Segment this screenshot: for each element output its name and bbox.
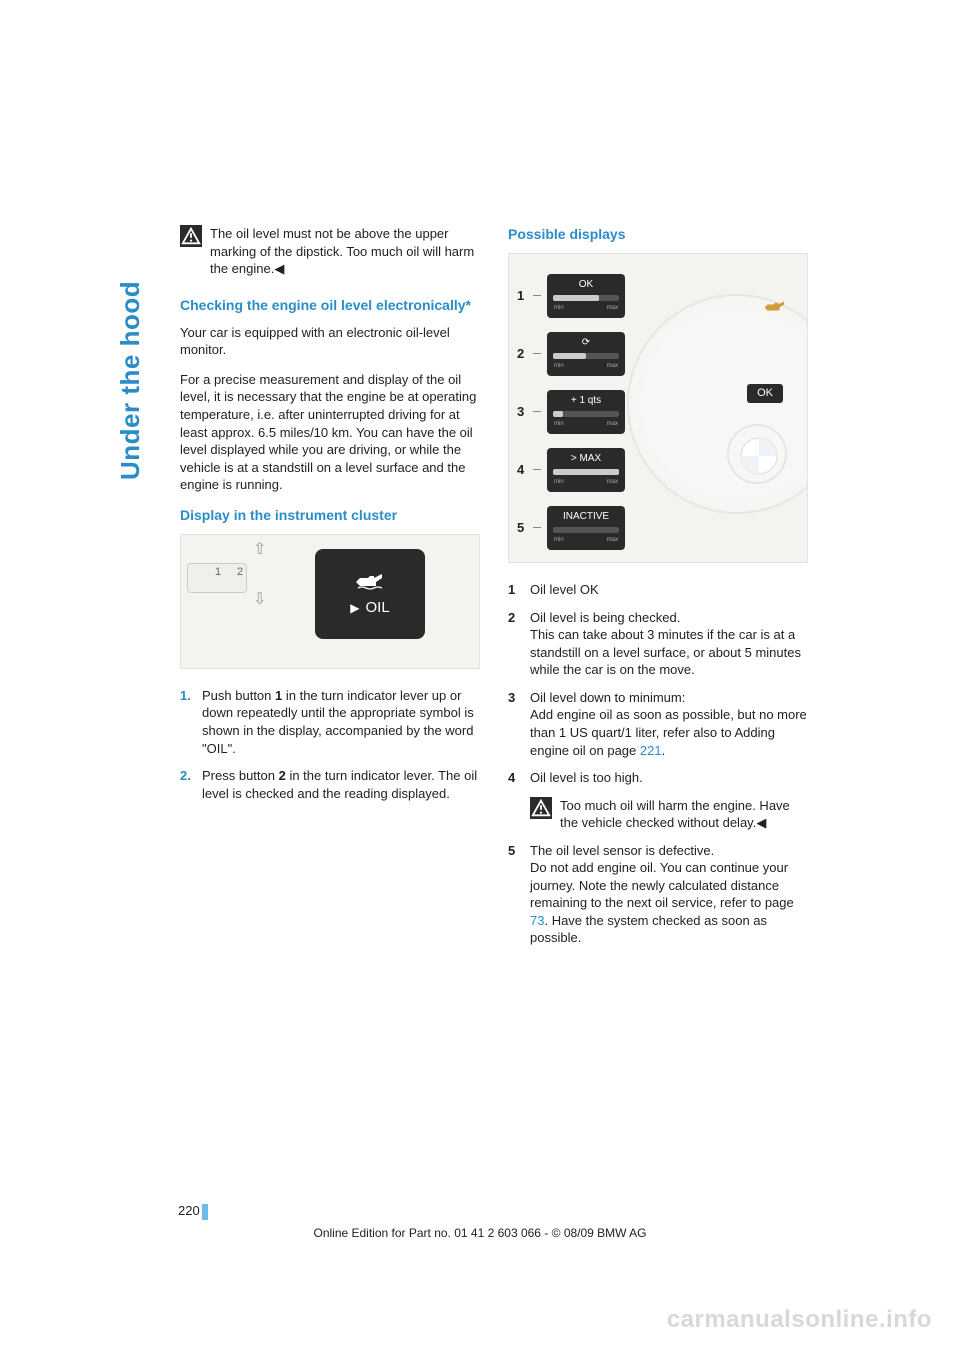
oil-text: OIL xyxy=(366,598,390,618)
display-bar: OK minmax xyxy=(547,274,625,318)
left-column: The oil level must not be above the uppe… xyxy=(180,225,480,957)
display-bar: > MAX minmax xyxy=(547,448,625,492)
warning-icon xyxy=(180,225,202,247)
definition-text: Oil level is being checked. This can tak… xyxy=(530,609,808,679)
page-link[interactable]: 221 xyxy=(640,743,662,758)
section-sidebar-label: Under the hood xyxy=(115,281,146,480)
definition-item: 3 Oil level down to minimum: Add engine … xyxy=(508,689,808,759)
display-bar-label: OK xyxy=(553,278,619,292)
display-variant-row: 4 > MAX minmax xyxy=(517,448,625,492)
leader-line xyxy=(533,469,541,470)
oil-meter xyxy=(553,527,619,533)
display-bar-label: + 1 qts xyxy=(553,394,619,408)
leader-line xyxy=(533,411,541,412)
display-bar: INACTIVE minmax xyxy=(547,506,625,550)
oil-can-icon xyxy=(354,570,386,590)
definition-item: 1 Oil level OK xyxy=(508,581,808,599)
arrow-up-icon: ⇧ xyxy=(253,539,266,561)
figure-label-2: 2 xyxy=(237,565,243,580)
meter-minmax: minmax xyxy=(553,304,619,312)
figure-instrument-cluster: ⇧ 1 2 ⇩ ▶ OIL xyxy=(180,534,480,669)
figure-possible-displays: OK 1 OK minmax 2 ⟳ minmax 3 + 1 qts minmax 4 > MAX… xyxy=(508,253,808,563)
row-number: 4 xyxy=(517,461,527,479)
definition-number: 2 xyxy=(508,609,522,679)
content-columns: The oil level must not be above the uppe… xyxy=(80,225,880,957)
play-icon: ▶ xyxy=(350,600,359,616)
watermark: carmanualsonline.info xyxy=(667,1306,932,1334)
display-bar: + 1 qts minmax xyxy=(547,390,625,434)
leader-line xyxy=(533,527,541,528)
warning-icon xyxy=(530,797,552,819)
row-number: 2 xyxy=(517,345,527,363)
page-number-bar xyxy=(202,1204,208,1220)
oil-meter xyxy=(553,353,619,359)
definition-item: 4 Oil level is too high. xyxy=(508,769,808,787)
bmw-logo xyxy=(727,424,787,484)
display-panel: ▶ OIL xyxy=(315,549,425,639)
heading-possible-displays: Possible displays xyxy=(508,225,808,243)
warning-text-inline: Too much oil will harm the engine. Have … xyxy=(560,797,808,832)
steps-list: 1. Push button 1 in the turn indicator l… xyxy=(180,687,480,802)
page: Under the hood The oil level must not be… xyxy=(0,0,960,1358)
paragraph: Your car is equipped with an electronic … xyxy=(180,324,480,359)
oil-meter xyxy=(553,411,619,417)
oil-meter xyxy=(553,469,619,475)
list-item: 2. Press button 2 in the turn indicator … xyxy=(180,767,480,802)
right-column: Possible displays OK 1 OK minmax 2 ⟳ minmax 3 +… xyxy=(508,225,808,957)
meter-minmax: minmax xyxy=(553,362,619,370)
step-number: 1. xyxy=(180,687,194,757)
list-item: 1. Push button 1 in the turn indicator l… xyxy=(180,687,480,757)
heading-checking-oil: Checking the engine oil level electronic… xyxy=(180,296,480,314)
display-variant-row: 2 ⟳ minmax xyxy=(517,332,625,376)
row-number: 1 xyxy=(517,287,527,305)
oil-meter xyxy=(553,295,619,301)
row-number: 5 xyxy=(517,519,527,537)
paragraph: For a precise measurement and display of… xyxy=(180,371,480,494)
warning-text-top: The oil level must not be above the uppe… xyxy=(210,225,480,278)
definition-item: 2 Oil level is being checked. This can t… xyxy=(508,609,808,679)
leader-line xyxy=(533,295,541,296)
display-bar-label: > MAX xyxy=(553,452,619,466)
step-text: Press button 2 in the turn indicator lev… xyxy=(202,767,480,802)
display-ok-badge: OK xyxy=(747,384,783,403)
warning-block-inline: Too much oil will harm the engine. Have … xyxy=(530,797,808,832)
warning-block-top: The oil level must not be above the uppe… xyxy=(180,225,480,278)
page-number: 220 xyxy=(178,1203,208,1220)
display-bar-label: INACTIVE xyxy=(553,510,619,524)
display-bar: ⟳ minmax xyxy=(547,332,625,376)
definition-text: Oil level is too high. xyxy=(530,769,808,787)
definition-text: Oil level down to minimum: Add engine oi… xyxy=(530,689,808,759)
step-number: 2. xyxy=(180,767,194,802)
definition-number: 1 xyxy=(508,581,522,599)
footer-line: Online Edition for Part no. 01 41 2 603 … xyxy=(0,1226,960,1240)
definition-item: 5 The oil level sensor is defective. Do … xyxy=(508,842,808,947)
figure-label-1: 1 xyxy=(215,565,221,580)
page-link[interactable]: 73 xyxy=(530,913,544,928)
oil-can-icon xyxy=(763,298,787,314)
display-bar-label: ⟳ xyxy=(553,336,619,350)
meter-minmax: minmax xyxy=(553,536,619,544)
meter-minmax: minmax xyxy=(553,478,619,486)
definitions-list: 1 Oil level OK 2 Oil level is being chec… xyxy=(508,581,808,947)
step-text: Push button 1 in the turn indicator leve… xyxy=(202,687,480,757)
definition-text: Oil level OK xyxy=(530,581,808,599)
display-variant-row: 5 INACTIVE minmax xyxy=(517,506,625,550)
definition-text: The oil level sensor is defective. Do no… xyxy=(530,842,808,947)
display-oil-label: ▶ OIL xyxy=(350,598,389,618)
row-number: 3 xyxy=(517,403,527,421)
heading-display-cluster: Display in the instrument cluster xyxy=(180,506,480,524)
display-variant-row: 3 + 1 qts minmax xyxy=(517,390,625,434)
definition-number: 5 xyxy=(508,842,522,947)
leader-line xyxy=(533,353,541,354)
definition-number: 3 xyxy=(508,689,522,759)
arrow-down-icon: ⇩ xyxy=(253,589,266,611)
display-variant-row: 1 OK minmax xyxy=(517,274,625,318)
meter-minmax: minmax xyxy=(553,420,619,428)
definition-number: 4 xyxy=(508,769,522,787)
